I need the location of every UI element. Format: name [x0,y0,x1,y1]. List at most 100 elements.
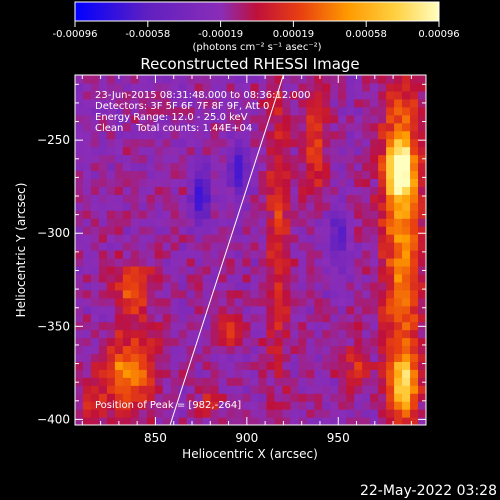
heatmap-cell [274,329,284,339]
heatmap-cell [378,385,387,394]
heatmap-cell [282,75,291,84]
heatmap-cell [338,122,347,132]
heatmap-cell [194,218,204,227]
heatmap-cell [290,202,299,211]
heatmap-cell [394,385,403,394]
heatmap-cell [90,409,100,418]
heatmap-cell [330,409,339,418]
heatmap-cell [186,401,196,410]
heatmap-cell [162,138,172,148]
heatmap-cell [370,361,379,370]
heatmap-cell [322,170,331,179]
heatmap-cell [186,257,196,267]
heatmap-cell [378,250,387,259]
heatmap-cell [354,226,363,235]
heatmap-cell [170,250,180,259]
heatmap-cell [290,369,299,378]
heatmap-cell [242,281,252,291]
heatmap-cell [138,114,148,124]
heatmap-cell [378,305,387,315]
heatmap-cell [354,281,363,291]
heatmap-cell [130,138,140,148]
heatmap-cell [202,146,212,156]
heatmap-cell [370,234,379,243]
heatmap-cell [266,337,276,347]
heatmap-cell [82,321,92,331]
heatmap-cell [218,202,228,211]
heatmap-cell [146,226,156,235]
heatmap-cell [250,186,260,195]
heatmap-cell [314,98,323,108]
heatmap-cell [242,98,252,108]
heatmap-cell [98,226,108,235]
heatmap-cell [154,417,164,425]
heatmap-cell [114,329,124,339]
heatmap-cell [394,377,403,386]
heatmap-cell [226,289,236,299]
heatmap-cell [210,114,220,124]
heatmap-cell [90,305,100,315]
heatmap-cell [402,393,411,402]
heatmap-cell [98,122,108,132]
heatmap-cell [178,337,188,347]
heatmap-cell [75,401,84,410]
heatmap-cell [122,401,132,410]
heatmap-cell [90,273,100,283]
heatmap-cell [242,154,252,164]
heatmap-cell [394,210,403,219]
heatmap-cell [338,202,347,211]
heatmap-cell [250,337,260,347]
heatmap-cell [130,313,140,323]
heatmap-cell [410,194,419,203]
heatmap-cell [418,313,426,323]
heatmap-cell [250,98,260,108]
heatmap-cell [314,345,323,354]
heatmap-cell [266,75,276,84]
heatmap-cell [322,114,331,124]
heatmap-cell [330,114,339,124]
heatmap-cell [82,393,92,402]
heatmap-cell [98,178,108,187]
heatmap-cell [90,393,100,402]
heatmap-cell [322,122,331,132]
heatmap-cell [202,257,212,267]
heatmap-cell [354,186,363,195]
heatmap-cell [194,257,204,267]
heatmap-cell [75,265,84,275]
heatmap-cell [258,257,268,267]
heatmap-cell [178,90,188,100]
heatmap-cell [338,377,347,386]
heatmap-cell [226,75,236,84]
heatmap-cell [418,289,426,299]
heatmap-cell [418,281,426,291]
heatmap-cell [322,265,331,275]
heatmap-cell [114,393,124,402]
heatmap-cell [138,75,148,84]
heatmap-cell [258,393,268,402]
heatmap-cell [218,273,228,283]
heatmap-cell [226,202,236,211]
heatmap-cell [362,281,371,291]
heatmap-cell [354,257,363,267]
heatmap-cell [210,138,220,148]
heatmap-cell [266,202,276,211]
heatmap-cell [410,361,419,370]
heatmap-cell [234,98,244,108]
heatmap-cell [90,82,100,92]
heatmap-cell [306,250,315,259]
heatmap-cell [122,369,132,378]
heatmap-cell [346,130,355,140]
heatmap-cell [122,154,132,164]
heatmap-cell [130,289,140,299]
heatmap-cell [274,385,284,394]
heatmap-cell [90,401,100,410]
heatmap-cell [394,234,403,243]
heatmap-cell [242,242,252,251]
heatmap-cell [162,114,172,124]
heatmap-cell [154,82,164,92]
heatmap-cell [330,393,339,402]
heatmap-cell [362,146,371,156]
heatmap-cell [338,138,347,148]
heatmap-cell [98,234,108,243]
heatmap-cell [250,401,260,410]
